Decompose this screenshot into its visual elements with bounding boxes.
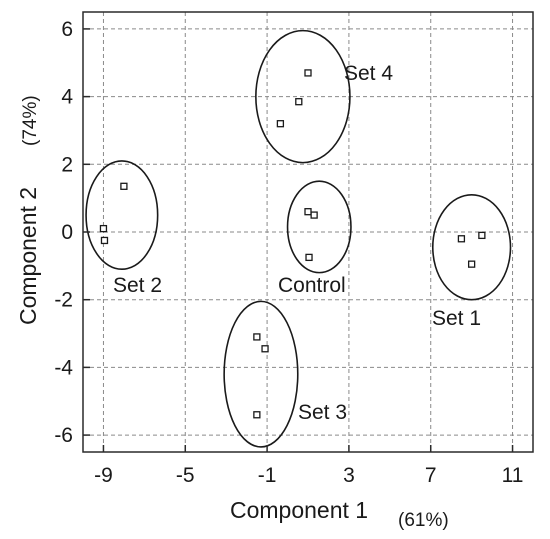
x-tick-label: 3 (343, 464, 355, 487)
x-tick-label: -9 (94, 464, 113, 487)
data-point (253, 411, 261, 419)
data-point (467, 260, 476, 268)
data-points (99, 69, 486, 419)
data-point (478, 231, 486, 240)
cluster-ellipse-control (286, 180, 352, 274)
cluster-ellipse-set-1 (431, 193, 512, 301)
x-tick-label: 11 (502, 464, 524, 487)
cluster-label-control: Control (278, 274, 346, 297)
axis-ticks: -9 -5 -1 3 7 11 6 4 2 0 -2 -4 -6 (54, 18, 523, 487)
cluster-label-set-1: Set 1 (432, 307, 481, 330)
cluster-label-set-3: Set 3 (298, 401, 347, 424)
y-axis-title: Component 2 (15, 187, 41, 325)
x-axis-title: Component 1 (230, 497, 368, 523)
data-point (457, 235, 466, 243)
x-tick-label: 7 (425, 464, 437, 487)
data-point (261, 345, 269, 353)
y-tick-label: -4 (54, 356, 73, 379)
y-tick-label: 2 (61, 153, 73, 176)
data-point (305, 253, 313, 262)
cluster-ellipse-set-2 (85, 160, 159, 271)
data-point (253, 333, 261, 341)
data-point (310, 211, 318, 219)
y-tick-label: 0 (61, 221, 73, 244)
y-tick-label: -2 (54, 289, 73, 312)
y-tick-label: 4 (61, 86, 73, 109)
data-point (304, 69, 312, 77)
y-axis-unit: (74%) (20, 95, 41, 146)
x-axis-unit: (61%) (398, 510, 449, 531)
data-point (99, 224, 108, 233)
data-point (304, 208, 312, 216)
y-tick-label: 6 (61, 18, 73, 41)
cluster-label-set-2: Set 2 (113, 274, 162, 297)
grid (83, 12, 533, 452)
data-point (100, 236, 109, 245)
cluster-ellipses (85, 29, 512, 448)
x-tick-label: -1 (258, 464, 277, 487)
data-point (276, 120, 285, 128)
cluster-ellipse-set-4 (255, 29, 351, 164)
cluster-label-set-4: Set 4 (344, 62, 393, 85)
y-tick-label: -6 (54, 424, 73, 447)
data-point (295, 98, 303, 106)
x-tick-label: -5 (176, 464, 195, 487)
cluster-ellipse-set-3 (223, 300, 299, 448)
data-point (120, 182, 128, 190)
cluster-labels: Set 1 Set 2 Set 3 Set 4 Control (113, 62, 481, 424)
